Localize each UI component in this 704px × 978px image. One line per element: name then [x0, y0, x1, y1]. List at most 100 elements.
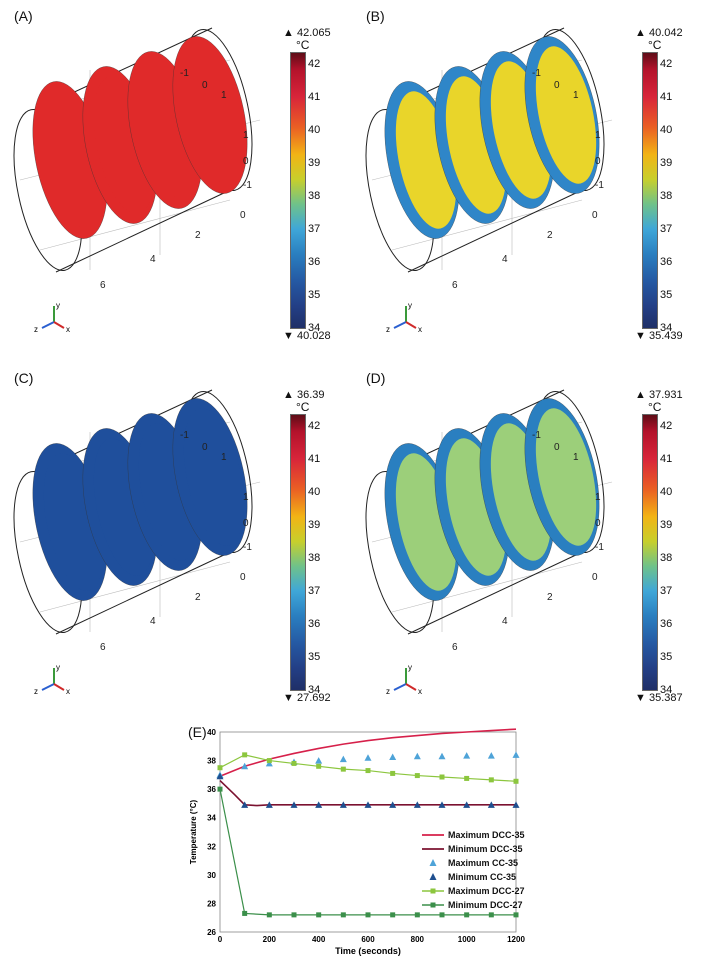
y-tick-label: 38	[207, 757, 216, 766]
x-tick-label: 400	[312, 935, 326, 944]
x-tick-label: 800	[411, 935, 425, 944]
colorbar-tick: 39	[308, 157, 321, 169]
data-point	[291, 912, 297, 918]
colorbar-tick: 40	[660, 486, 673, 498]
axis-label: 2	[547, 230, 553, 241]
axis-label: 6	[452, 280, 458, 291]
data-point	[438, 752, 446, 760]
gizmo-y-label: y	[56, 301, 60, 310]
data-point	[513, 778, 519, 784]
max-value: ▲ 37.931	[635, 389, 683, 401]
axis-label: 1	[243, 130, 249, 141]
gizmo-y-label: y	[408, 663, 412, 672]
data-point	[242, 752, 248, 758]
up-triangle-icon: ▲	[635, 389, 646, 401]
data-point	[464, 912, 470, 918]
data-point	[364, 754, 372, 761]
y-tick-label: 34	[207, 814, 216, 823]
data-point	[365, 912, 371, 918]
min-value: ▼ 35.387	[635, 692, 683, 704]
data-point	[512, 801, 520, 808]
max-value: ▲ 36.39	[283, 389, 324, 401]
max-value: ▲ 42.065	[283, 27, 331, 39]
gizmo-x-label: x	[66, 325, 70, 334]
axis-label: -1	[180, 68, 189, 79]
down-triangle-icon: ▼	[283, 692, 294, 704]
panel-d: (D) -1 0 1 1 0 -1 0	[352, 362, 704, 707]
data-point	[464, 775, 470, 781]
data-point	[242, 910, 248, 916]
axis-label: -1	[595, 180, 604, 191]
y-tick-label: 28	[207, 899, 216, 908]
data-point	[439, 912, 445, 918]
min-value-text: 35.439	[648, 330, 683, 342]
data-point	[266, 758, 272, 764]
data-point	[364, 801, 372, 808]
axis-label: 1	[573, 452, 579, 463]
data-point	[389, 753, 397, 760]
colorbar-tick: 40	[308, 486, 321, 498]
colorbar	[642, 414, 658, 691]
legend-label: Maximum DCC-35	[448, 830, 525, 840]
colorbar-tick: 34	[308, 322, 321, 334]
y-axis-label: Temperature (°C)	[189, 799, 198, 864]
max-value-text: 36.39	[296, 389, 325, 401]
data-point	[487, 801, 495, 808]
down-triangle-icon: ▼	[635, 330, 646, 342]
max-value-text: 42.065	[296, 27, 331, 39]
axis-label: 4	[502, 616, 508, 627]
colorbar-tick: 41	[660, 91, 673, 103]
legend-marker-icon	[420, 856, 446, 870]
legend-marker-icon	[420, 828, 446, 842]
gizmo-x-label: x	[66, 687, 70, 696]
colorbar-tick: 39	[660, 157, 673, 169]
axis-label: -1	[243, 180, 252, 191]
legend-label: Maximum DCC-27	[448, 886, 525, 896]
axis-label: 4	[150, 254, 156, 265]
min-value-text: 27.692	[296, 692, 331, 704]
gizmo-z-label: z	[386, 687, 390, 696]
min-value: ▼ 35.439	[635, 330, 683, 342]
geometry-render	[13, 27, 261, 273]
data-point	[340, 766, 346, 772]
down-triangle-icon: ▼	[635, 692, 646, 704]
axis-label: 0	[592, 210, 598, 221]
colorbar-tick: 34	[660, 322, 673, 334]
colorbar-tick: 39	[308, 519, 321, 531]
y-tick-label: 26	[207, 928, 216, 937]
unit-label: °C	[296, 38, 310, 52]
data-point	[463, 752, 471, 759]
data-point	[316, 763, 322, 769]
axis-label: 6	[452, 642, 458, 653]
axis-label: 6	[100, 642, 106, 653]
legend-marker-icon	[420, 898, 446, 912]
data-point	[512, 751, 520, 758]
axis-gizmo-icon: y z x	[34, 663, 70, 696]
data-point	[413, 801, 421, 808]
axis-label: 2	[195, 230, 201, 241]
unit-label: °C	[648, 400, 662, 414]
data-point	[241, 762, 249, 770]
min-value-text: 35.387	[648, 692, 683, 704]
data-point	[339, 801, 347, 808]
axis-label: -1	[595, 542, 604, 553]
axis-label: 1	[221, 452, 227, 463]
colorbar	[290, 52, 306, 329]
y-tick-label: 32	[207, 842, 216, 851]
panel-c: (C) -1 0 1 1 0 -1 0	[0, 362, 352, 707]
axis-label: 0	[240, 210, 246, 221]
data-point	[513, 912, 519, 918]
colorbar-tick: 41	[660, 453, 673, 465]
legend-entry: Maximum CC-35	[420, 856, 525, 870]
legend-label: Minimum DCC-35	[448, 844, 523, 854]
colorbar-tick: 35	[660, 289, 673, 301]
axis-label: 0	[243, 156, 249, 167]
axis-label: 0	[202, 80, 208, 91]
x-tick-label: 200	[263, 935, 277, 944]
panel-letter: (A)	[14, 8, 33, 24]
axis-label: 0	[592, 572, 598, 583]
axis-label: 0	[554, 80, 560, 91]
axis-label: 2	[547, 592, 553, 603]
gizmo-x-label: x	[418, 325, 422, 334]
colorbar-tick: 36	[660, 256, 673, 268]
